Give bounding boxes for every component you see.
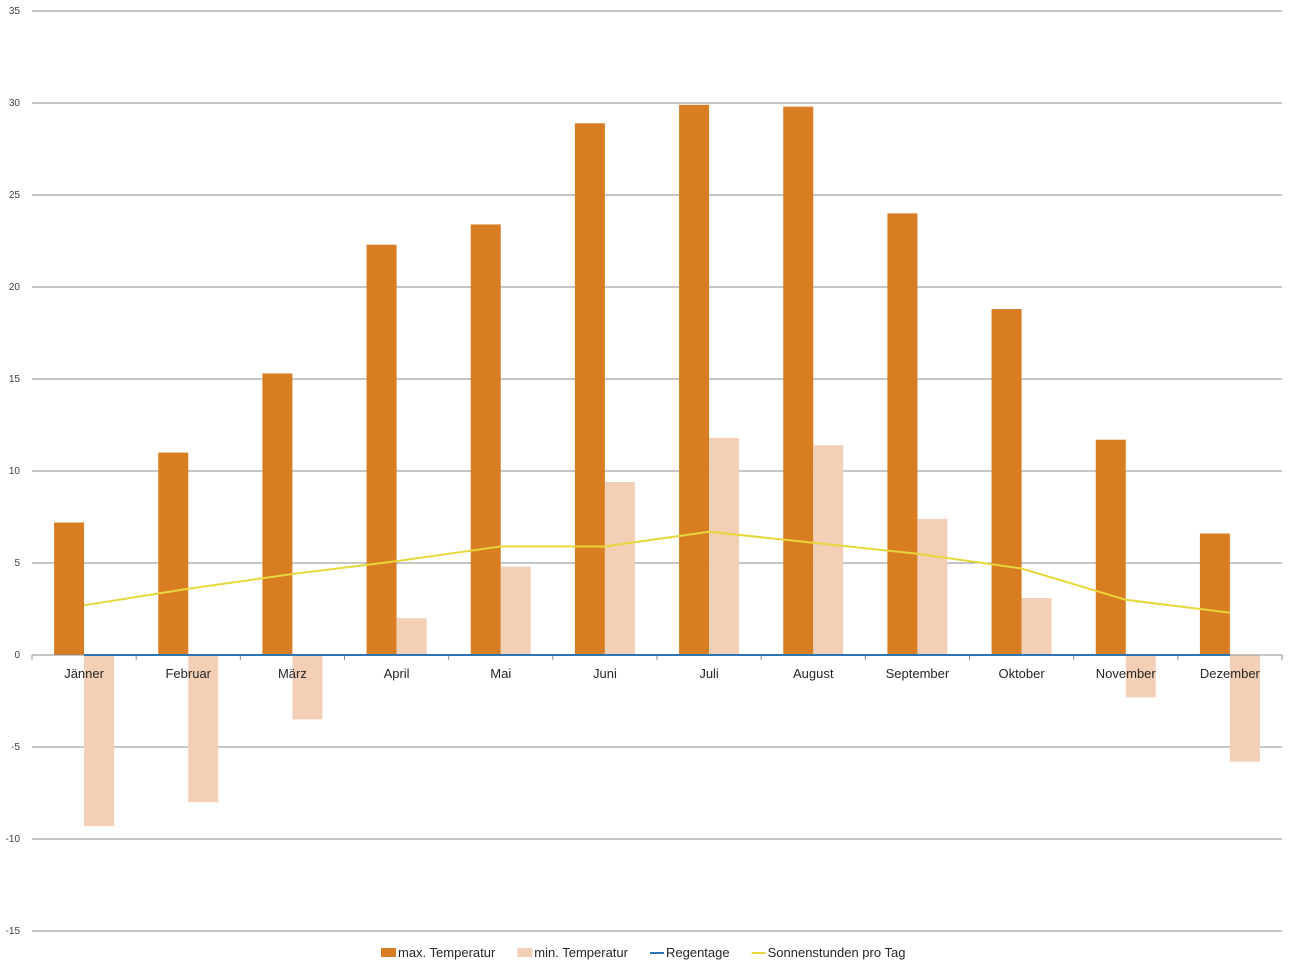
bar-max-temperatur-september xyxy=(887,213,918,655)
y-tick-label: 35 xyxy=(9,6,21,17)
bar-min-temperatur-juni xyxy=(604,482,635,655)
legend-label: Regentage xyxy=(666,945,730,960)
x-category-label: Februar xyxy=(165,666,211,681)
y-tick-label: 20 xyxy=(9,282,21,293)
x-category-label: August xyxy=(793,666,834,681)
y-axis-ticks: 35 30 25 20 15 10 5 0 -5 -10 -15 xyxy=(6,6,21,937)
x-category-label: Dezember xyxy=(1200,666,1261,681)
y-tick-label: 5 xyxy=(14,558,20,569)
bar-min-temperatur-april xyxy=(396,618,427,655)
gridlines xyxy=(32,10,1282,932)
bar-min-temperatur-dezember xyxy=(1229,655,1260,762)
y-tick-label: -15 xyxy=(6,926,21,937)
bar-min-temperatur-september xyxy=(917,518,948,655)
legend-label: min. Temperatur xyxy=(534,945,628,960)
legend-item-regentage: Regentage xyxy=(649,945,730,960)
legend-label: max. Temperatur xyxy=(398,945,496,960)
bar-max-temperatur-juni xyxy=(574,123,605,656)
bar-min-temperatur-oktober xyxy=(1021,597,1052,655)
bar-max-temperatur-dezember xyxy=(1199,533,1230,655)
y-tick-label: 30 xyxy=(9,98,21,109)
bar-max-temperatur-november xyxy=(1095,439,1126,655)
x-category-label: September xyxy=(886,666,950,681)
x-category-label: Oktober xyxy=(998,666,1045,681)
bar-min-temperatur-februar xyxy=(188,655,219,803)
legend-label: Sonnenstunden pro Tag xyxy=(768,945,906,960)
bar-max-temperatur-august xyxy=(783,106,814,656)
bar-max-temperatur-mai xyxy=(470,224,501,655)
bar-max-temperatur-jaenner xyxy=(54,522,85,655)
y-tick-label: -5 xyxy=(11,742,20,753)
bar-max-temperatur-februar xyxy=(158,452,189,655)
bar-min-temperatur-november xyxy=(1125,655,1156,698)
x-category-label: April xyxy=(384,666,410,681)
bar-max-temperatur-juli xyxy=(679,104,710,656)
bar-min-temperatur-juli xyxy=(709,437,740,655)
y-tick-label: -10 xyxy=(6,834,21,845)
y-tick-label: 15 xyxy=(9,374,21,385)
legend-swatch xyxy=(517,948,533,957)
bar-min-temperatur-maerz xyxy=(292,655,323,720)
bar-max-temperatur-oktober xyxy=(991,309,1022,655)
bar-min-temperatur-jaenner xyxy=(84,655,115,827)
legend: max. Temperatur min. Temperatur Regentage S… xyxy=(381,945,905,960)
legend-swatch xyxy=(381,948,396,957)
x-category-label: März xyxy=(278,666,307,681)
bar-max-temperatur-maerz xyxy=(262,373,293,655)
x-category-label: November xyxy=(1096,666,1157,681)
x-category-label: Jänner xyxy=(64,666,104,681)
legend-item-max-temperatur: max. Temperatur xyxy=(381,945,496,960)
x-axis-categories: Jänner Februar März April Mai Juni Juli August S… xyxy=(64,666,1260,681)
x-category-label: Juni xyxy=(593,666,617,681)
line-sonnenstunden-pro-tag xyxy=(83,530,1231,614)
y-tick-label: 10 xyxy=(9,466,21,477)
bar-min-temperatur-august xyxy=(813,445,844,655)
lines xyxy=(83,530,1231,656)
bar-max-temperatur-april xyxy=(366,244,397,655)
y-tick-label: 25 xyxy=(9,190,21,201)
bars xyxy=(54,104,1260,827)
legend-item-sonnenstunden-pro-tag: Sonnenstunden pro Tag xyxy=(751,945,906,960)
legend-item-min-temperatur: min. Temperatur xyxy=(517,945,629,960)
x-category-label: Juli xyxy=(699,666,719,681)
x-category-label: Mai xyxy=(490,666,511,681)
y-tick-label: 0 xyxy=(14,650,20,661)
bar-min-temperatur-mai xyxy=(500,566,531,655)
